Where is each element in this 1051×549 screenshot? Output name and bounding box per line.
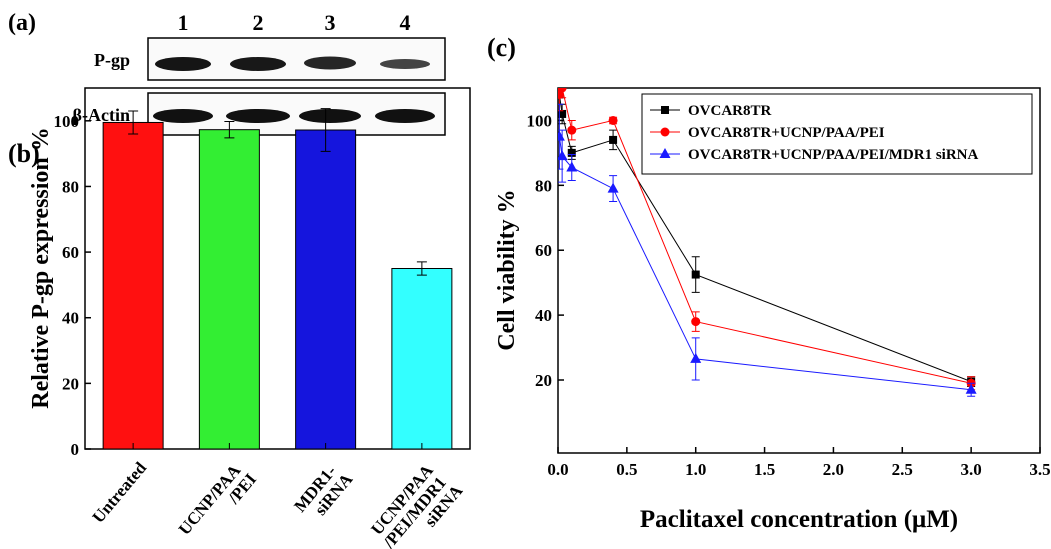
x-tick-label: 2.5 [892,460,913,479]
y-tick-label: 0 [71,440,80,459]
series-line [559,137,971,390]
x-tick-label: 1.5 [754,460,775,479]
legend-label: OVCAR8TR+UCNP/PAA/PEI [688,125,885,141]
y-tick-label: 80 [62,177,79,196]
x-tick-label: 3.0 [961,460,982,479]
panel-label: (c) [487,33,516,62]
y-tick-label: 60 [62,243,79,262]
blot-band [299,109,361,123]
marker [608,183,619,193]
marker [609,136,617,144]
legend-label: OVCAR8TR [688,103,772,119]
figure: (a) 1234P-gpβ-Actin(b)020406080100Relati… [0,0,1051,549]
marker [567,126,576,135]
lane-label: 2 [253,10,264,35]
marker [691,317,700,326]
blot [148,38,445,135]
y-tick-label: 80 [535,176,552,195]
y-axis-label: Cell viability % [494,189,520,350]
x-tick-label: 2.0 [823,460,844,479]
x-tick-label: 0.5 [616,460,637,479]
marker [609,116,618,125]
marker [661,128,670,137]
y-tick-label: 40 [535,306,552,325]
lane-label: 3 [325,10,336,35]
x-tick-label: UCNP/PAA /PEI [175,458,261,549]
blot-band [226,109,290,123]
blot-band [380,59,430,69]
bar [103,122,163,449]
blot-band [153,109,213,123]
blot-band [230,57,286,71]
x-tick-label: 0.0 [547,460,568,479]
y-tick-label: 20 [62,374,79,393]
marker [661,106,669,114]
blot-band [304,57,356,70]
x-tick-label: MDR1- siRNA [290,458,357,527]
x-tick-label: 3.5 [1029,460,1050,479]
bar [296,130,356,449]
x-tick-label: UCNP/PAA /PEI/MDR1 siRNA [365,458,467,549]
y-tick-label: 100 [527,111,553,130]
row-label: P-gp [94,50,130,70]
lane-label: 1 [178,10,189,35]
x-tick-label: 1.0 [685,460,706,479]
marker [692,271,700,279]
y-tick-label: 60 [535,241,552,260]
marker [554,131,565,141]
blot-band [155,57,211,71]
y-tick-label: 20 [535,371,552,390]
y-axis-label: Relative P-gp expression % [28,127,54,409]
legend-label: OVCAR8TR+UCNP/PAA/PEI/MDR1 siRNA [688,147,979,163]
marker [690,353,701,363]
lane-label: 4 [400,10,411,35]
marker [558,84,567,93]
y-tick-label: 40 [62,309,79,328]
blot-band [375,109,435,123]
bar [392,269,452,450]
panel-label: (a) [8,10,36,36]
x-tick-label: Untreated [88,458,150,527]
y-tick-label: 100 [54,112,80,131]
x-axis-label: Paclitaxel concentration (μM) [640,506,958,533]
bar [199,130,259,449]
